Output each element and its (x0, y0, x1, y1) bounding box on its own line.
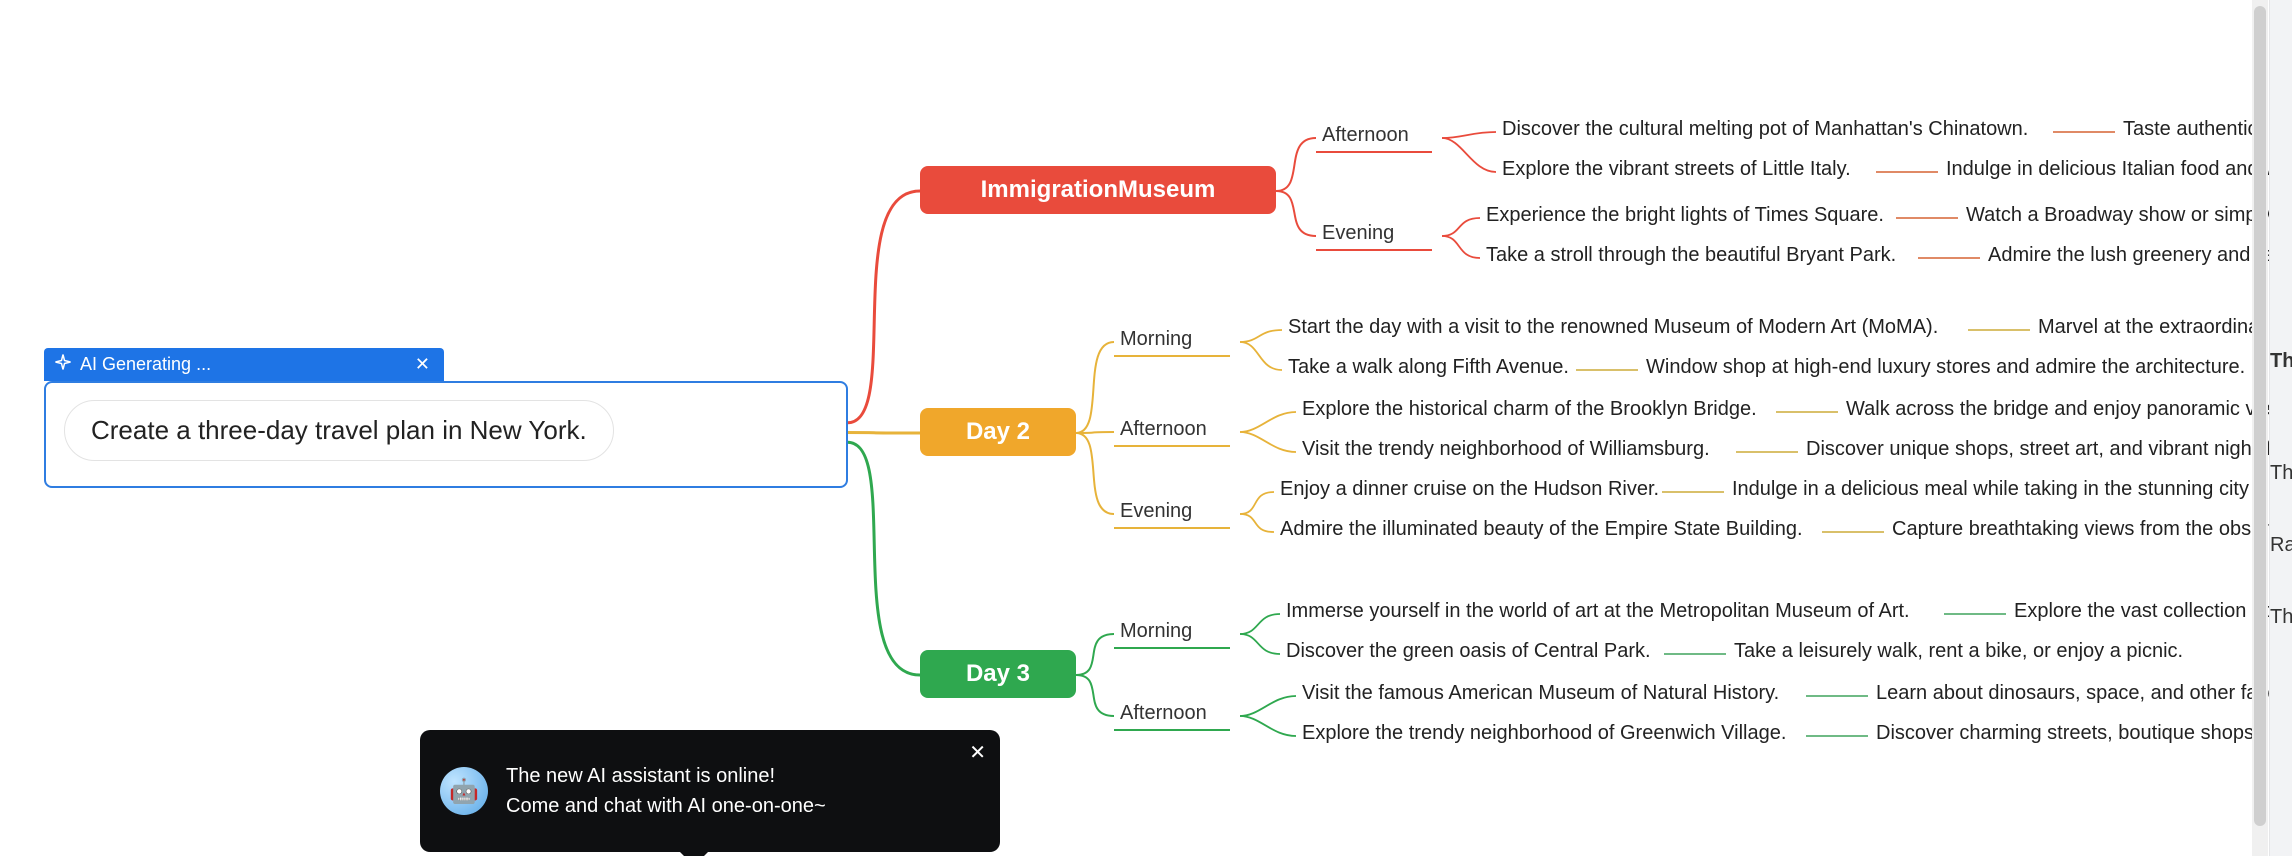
day-node-d2[interactable]: Day 2 (920, 408, 1076, 456)
leaf-text-secondary[interactable]: Discover unique shops, street art, and v… (1806, 438, 2272, 461)
leaf-text[interactable]: Explore the vibrant streets of Little It… (1502, 158, 1851, 181)
sidebar-truncated-label: Th (2270, 350, 2292, 373)
sidebar-truncated-label: Ra (2270, 534, 2292, 557)
root-node-text[interactable]: Create a three-day travel plan in New Yo… (64, 400, 614, 461)
right-sidebar (2269, 0, 2292, 856)
leaf-text-secondary[interactable]: Indulge in delicious Italian food and v (1946, 158, 2274, 181)
toast-close-icon[interactable]: ✕ (969, 740, 986, 765)
leaf-text-secondary[interactable]: Walk across the bridge and enjoy panoram… (1846, 398, 2281, 421)
leaf-text-secondary[interactable]: Taste authentic (2123, 118, 2258, 141)
leaf-text[interactable]: Experience the bright lights of Times Sq… (1486, 204, 1884, 227)
toast-line1: The new AI assistant is online! (506, 761, 826, 791)
time-node[interactable]: Morning (1120, 620, 1192, 643)
leaf-text-secondary[interactable]: Watch a Broadway show or simply (1966, 204, 2271, 227)
leaf-text-secondary[interactable]: Admire the lush greenery and re (1988, 244, 2274, 267)
sidebar-truncated-label: Th (2270, 462, 2292, 485)
leaf-text-secondary[interactable]: Marvel at the extraordinar (2038, 316, 2266, 339)
leaf-text-secondary[interactable]: Take a leisurely walk, rent a bike, or e… (1734, 640, 2183, 663)
ai-assistant-toast: 🤖 The new AI assistant is online! Come a… (420, 730, 1000, 852)
leaf-text[interactable]: Visit the trendy neighborhood of William… (1302, 438, 1710, 461)
leaf-text-secondary[interactable]: Capture breathtaking views from the obse… (1892, 518, 2269, 541)
sidebar-truncated-label: Th (2270, 606, 2292, 629)
leaf-text[interactable]: Take a stroll through the beautiful Brya… (1486, 244, 1896, 267)
ai-generating-label: AI Generating ... (80, 354, 211, 375)
time-node[interactable]: Evening (1322, 222, 1394, 245)
leaf-text[interactable]: Immerse yourself in the world of art at … (1286, 600, 1910, 623)
ai-generating-bar: AI Generating ... ✕ (44, 348, 444, 381)
leaf-text[interactable]: Admire the illuminated beauty of the Emp… (1280, 518, 1803, 541)
ai-avatar-icon: 🤖 (440, 767, 488, 815)
leaf-text[interactable]: Explore the historical charm of the Broo… (1302, 398, 1757, 421)
time-node[interactable]: Afternoon (1120, 418, 1207, 441)
toast-line2: Come and chat with AI one-on-one~ (506, 791, 826, 821)
day-node-d3[interactable]: Day 3 (920, 650, 1076, 698)
mindmap-canvas[interactable]: AI Generating ... ✕ Create a three-day t… (0, 0, 2292, 856)
leaf-text-secondary[interactable]: Discover charming streets, boutique shop… (1876, 722, 2260, 745)
leaf-text[interactable]: Discover the green oasis of Central Park… (1286, 640, 1651, 663)
leaf-text-secondary[interactable]: Indulge in a delicious meal while taking… (1732, 478, 2265, 501)
leaf-text[interactable]: Take a walk along Fifth Avenue. (1288, 356, 1569, 379)
toast-tail (680, 852, 708, 856)
vertical-scrollbar[interactable] (2252, 0, 2268, 856)
time-node[interactable]: Afternoon (1120, 702, 1207, 725)
leaf-text-secondary[interactable]: Window shop at high-end luxury stores an… (1646, 356, 2245, 379)
time-node[interactable]: Afternoon (1322, 124, 1409, 147)
leaf-text[interactable]: Start the day with a visit to the renown… (1288, 316, 1938, 339)
leaf-text-secondary[interactable]: Explore the vast collection sp (2014, 600, 2273, 623)
time-node[interactable]: Morning (1120, 328, 1192, 351)
leaf-text[interactable]: Visit the famous American Museum of Natu… (1302, 682, 1779, 705)
ai-sparkle-icon (54, 353, 72, 376)
scrollbar-thumb[interactable] (2254, 6, 2266, 826)
leaf-text[interactable]: Enjoy a dinner cruise on the Hudson Rive… (1280, 478, 1659, 501)
time-node[interactable]: Evening (1120, 500, 1192, 523)
leaf-text[interactable]: Discover the cultural melting pot of Man… (1502, 118, 2028, 141)
leaf-text[interactable]: Explore the trendy neighborhood of Green… (1302, 722, 1786, 745)
leaf-text-secondary[interactable]: Learn about dinosaurs, space, and other … (1876, 682, 2277, 705)
ai-bar-close-icon[interactable]: ✕ (411, 354, 434, 375)
day-node-d1[interactable]: ImmigrationMuseum (920, 166, 1276, 214)
